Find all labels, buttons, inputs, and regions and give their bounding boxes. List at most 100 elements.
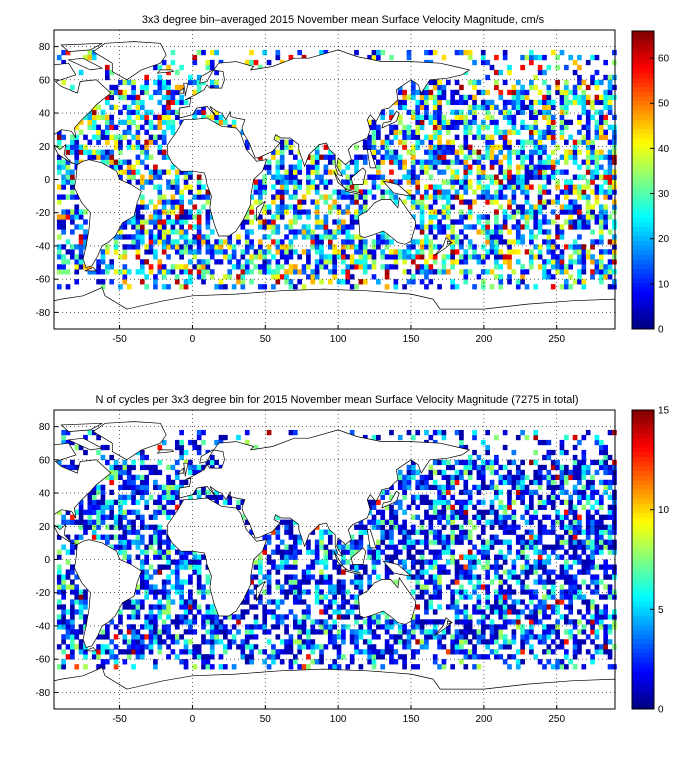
bin-cell: [459, 159, 464, 165]
bin-cell: [266, 224, 272, 230]
bin-cell: [397, 139, 403, 145]
bin-cell: [126, 79, 132, 86]
bin-cell: [78, 239, 84, 245]
bin-cell: [70, 249, 75, 255]
bin-cell: [594, 169, 600, 175]
bin-cell: [188, 244, 193, 250]
bin-cell: [319, 599, 324, 605]
bin-cell: [432, 634, 438, 640]
bin-cell: [271, 149, 276, 155]
bin-cell: [279, 564, 285, 570]
bin-cell: [83, 134, 88, 140]
bin-cell: [91, 534, 97, 540]
bin-cell: [415, 114, 421, 120]
bin-cell: [174, 584, 180, 590]
bin-cell: [183, 559, 189, 565]
bin-cell: [327, 624, 333, 630]
bin-cell: [419, 499, 425, 505]
bin-cell: [179, 84, 184, 91]
bin-cell: [323, 214, 329, 220]
bin-cell: [537, 89, 543, 96]
bin-cell: [262, 164, 268, 170]
bin-cell: [555, 84, 560, 91]
bin-cell: [507, 459, 512, 466]
bin-cell: [266, 164, 272, 170]
bin-cell: [118, 109, 123, 116]
bin-cell: [419, 549, 425, 555]
bin-cell: [126, 269, 132, 275]
bin-cell: [196, 559, 202, 565]
bin-cell: [135, 234, 141, 240]
bin-cell: [319, 219, 324, 225]
bin-cell: [467, 119, 473, 125]
colorbar-segment: [632, 315, 654, 321]
bin-cell: [371, 139, 377, 145]
bin-cell: [192, 569, 198, 575]
bin-cell: [349, 539, 355, 545]
bin-cell: [131, 174, 136, 180]
bin-cell: [603, 274, 609, 280]
bin-cell: [275, 209, 281, 215]
bin-cell: [568, 204, 574, 210]
bin-cell: [550, 259, 556, 265]
bin-cell: [279, 149, 285, 155]
bin-cell: [275, 534, 281, 540]
bin-cell: [393, 549, 399, 555]
bin-cell: [598, 99, 604, 106]
bin-cell: [572, 224, 578, 230]
bin-cell: [546, 469, 552, 476]
bin-cell: [100, 444, 106, 451]
bin-cell: [581, 94, 587, 101]
bin-cell: [279, 559, 285, 565]
bin-cell: [157, 494, 163, 500]
bin-cell: [65, 519, 71, 525]
bin-cell: [314, 164, 320, 170]
bin-cell: [166, 464, 171, 471]
bin-cell: [279, 614, 285, 620]
bin-cell: [161, 619, 167, 625]
bin-cell: [61, 519, 66, 525]
bin-cell: [314, 259, 320, 265]
bin-cell: [406, 249, 412, 255]
bin-cell: [480, 154, 486, 160]
bin-cell: [511, 184, 517, 190]
bin-cell: [494, 159, 499, 165]
bin-cell: [424, 239, 429, 245]
bin-cell: [139, 559, 145, 565]
bin-cell: [520, 234, 525, 240]
bin-cell: [389, 644, 394, 650]
bin-cell: [585, 209, 591, 215]
bin-cell: [529, 129, 534, 135]
bin-cell: [74, 539, 80, 545]
bin-cell: [349, 254, 355, 260]
bin-cell: [161, 274, 167, 280]
bin-cell: [144, 549, 150, 555]
bin-cell: [371, 129, 377, 135]
bin-cell: [550, 449, 556, 456]
bin-cell: [113, 624, 119, 630]
bin-cell: [56, 164, 62, 170]
bin-cell: [266, 554, 272, 560]
bin-cell: [214, 629, 219, 635]
bin-cell: [380, 529, 386, 535]
bin-cell: [485, 234, 490, 240]
bin-cell: [100, 664, 106, 670]
bin-cell: [170, 264, 176, 270]
bin-cell: [415, 139, 421, 145]
bin-cell: [384, 234, 390, 240]
bin-cell: [56, 264, 62, 270]
bin-cell: [275, 239, 281, 245]
bin-cell: [494, 599, 499, 605]
bin-cell: [56, 139, 62, 145]
bin-cell: [275, 159, 281, 165]
bin-cell: [70, 214, 75, 220]
bin-cell: [537, 559, 543, 565]
bin-cell: [201, 489, 206, 496]
bin-cell: [310, 624, 316, 630]
bin-cell: [196, 649, 202, 655]
bin-cell: [65, 559, 71, 565]
bin-cell: [384, 569, 390, 575]
bin-cell: [161, 94, 167, 101]
bin-cell: [196, 609, 202, 615]
bin-cell: [585, 84, 591, 91]
